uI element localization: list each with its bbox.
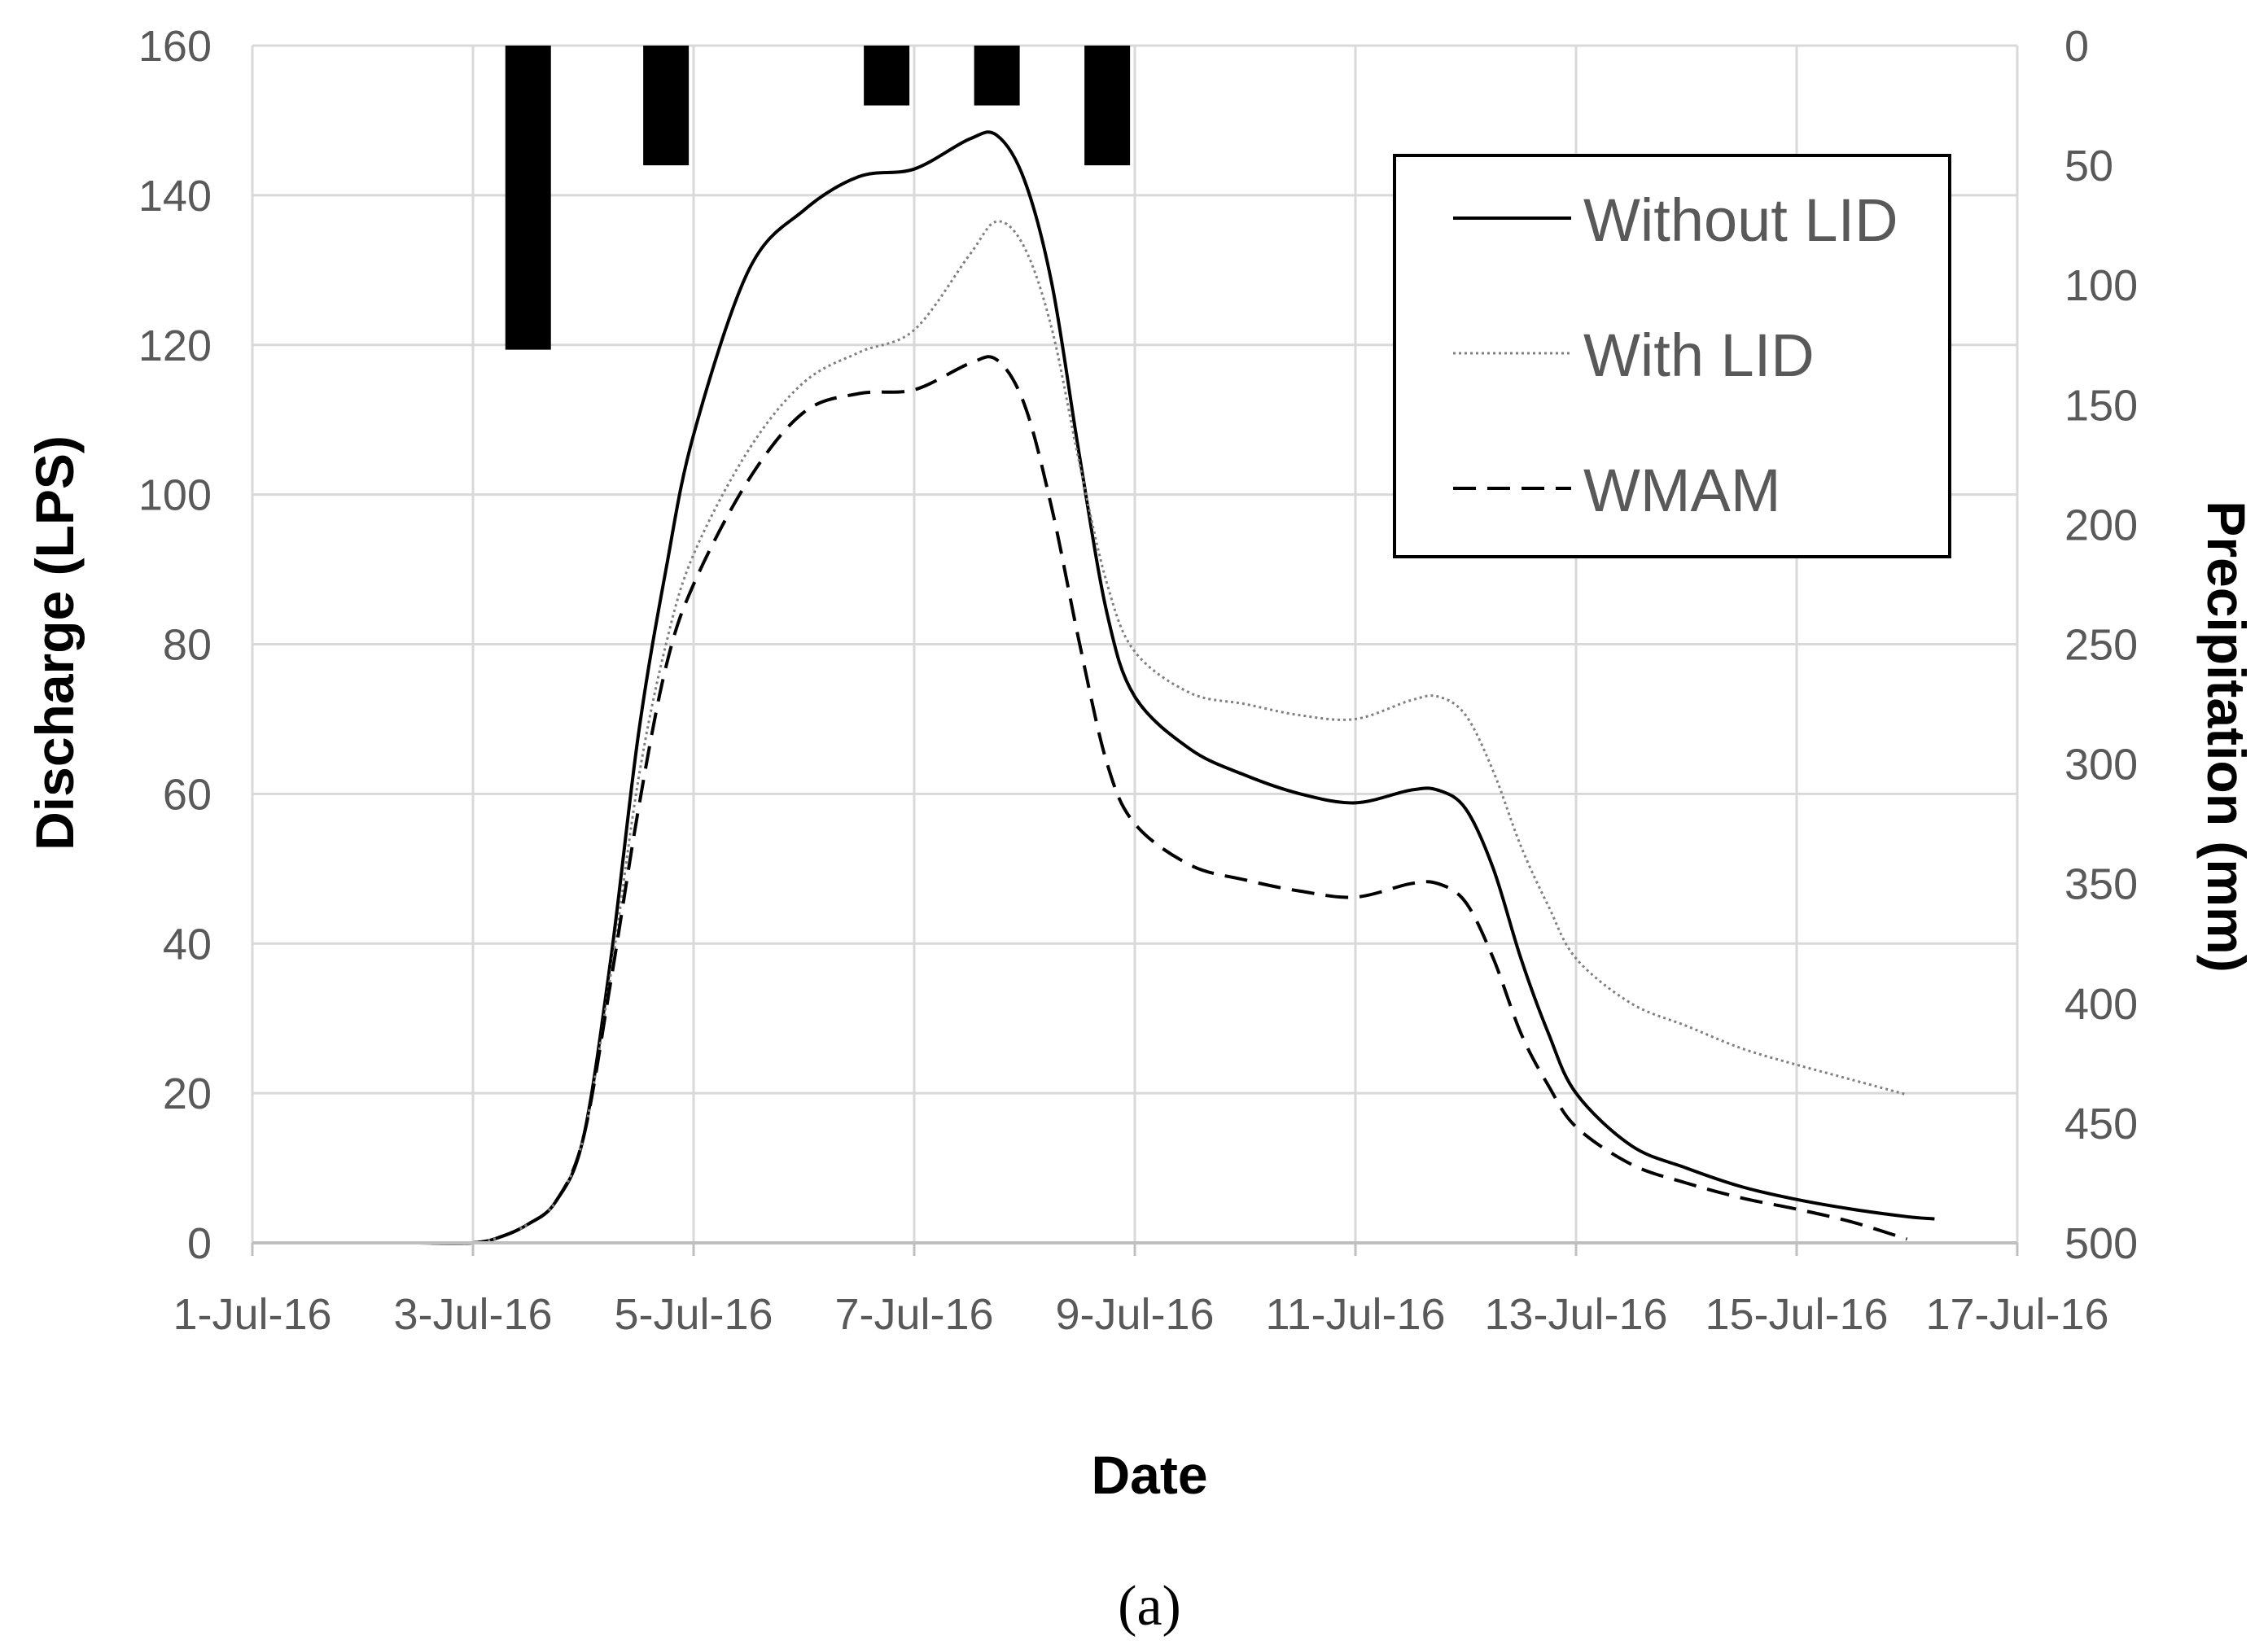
y2-tick-label: 350 <box>2064 860 2138 909</box>
axes <box>251 46 2019 1256</box>
precipitation-bar <box>643 46 690 166</box>
precipitation-bars <box>505 46 1131 350</box>
x-tick-label: 13-Jul-16 <box>1484 1290 1667 1339</box>
series-line-with-lid <box>362 220 1907 1245</box>
y2-tick-label: 0 <box>2064 22 2089 71</box>
y2-tick-label: 400 <box>2064 980 2138 1029</box>
x-axis-title: Date <box>1091 1445 1207 1505</box>
y-tick-label: 160 <box>138 22 212 71</box>
y-tick-label: 140 <box>138 172 212 221</box>
y2-tick-label: 50 <box>2064 142 2113 190</box>
y-tick-label: 40 <box>163 920 212 969</box>
panel-label: (a) <box>1118 1575 1181 1638</box>
legend-label-without-lid: Without LID <box>1583 186 1898 254</box>
series-line-wmam <box>362 355 1908 1245</box>
y2-axis-title: Precipitation (mm) <box>2196 501 2257 972</box>
y2-tick-label: 250 <box>2064 621 2138 670</box>
series-line-without-lid <box>362 130 1935 1245</box>
y-tick-label: 60 <box>163 770 212 819</box>
legend-label-wmam: WMAM <box>1583 457 1781 524</box>
precipitation-bar <box>1084 46 1131 166</box>
x-tick-label: 1-Jul-16 <box>173 1290 331 1339</box>
y2-tick-label: 200 <box>2064 501 2138 549</box>
y-tick-label: 120 <box>138 321 212 370</box>
legend-label-with-lid: With LID <box>1583 321 1815 389</box>
x-tick-label: 5-Jul-16 <box>614 1290 773 1339</box>
y2-tick-label: 150 <box>2064 381 2138 430</box>
x-tick-label: 3-Jul-16 <box>393 1290 552 1339</box>
y-axis-title: Discharge (LPS) <box>24 435 85 851</box>
precipitation-bar <box>974 46 1020 106</box>
x-axis-tick-labels: 1-Jul-16 3-Jul-16 5-Jul-16 7-Jul-16 9-Jul-16… <box>173 1290 2108 1339</box>
y2-axis-tick-labels: 0 50 100 150 200 250 300 350 400 450 500 <box>2064 22 2138 1268</box>
x-tick-label: 7-Jul-16 <box>834 1290 993 1339</box>
x-tick-label: 15-Jul-16 <box>1705 1290 1888 1339</box>
y2-tick-label: 100 <box>2064 261 2138 310</box>
y2-tick-label: 500 <box>2064 1219 2138 1268</box>
y2-tick-label: 450 <box>2064 1100 2138 1148</box>
discharge-lines <box>362 130 1935 1245</box>
precipitation-bar <box>505 46 551 350</box>
legend: Without LID With LID WMAM <box>1393 154 1951 558</box>
x-tick-label: 17-Jul-16 <box>1925 1290 2108 1339</box>
x-tick-label: 9-Jul-16 <box>1055 1290 1214 1339</box>
precipitation-bar <box>864 46 910 106</box>
y2-tick-label: 300 <box>2064 741 2138 790</box>
x-tick-label: 11-Jul-16 <box>1265 1290 1445 1339</box>
legend-box <box>1393 154 1951 558</box>
y-tick-label: 0 <box>187 1219 212 1268</box>
y-tick-label: 20 <box>163 1069 212 1118</box>
y-tick-label: 100 <box>138 471 212 520</box>
y-tick-label: 80 <box>163 621 212 670</box>
y-axis-tick-labels: 0 20 40 60 80 100 120 140 160 <box>138 22 212 1268</box>
